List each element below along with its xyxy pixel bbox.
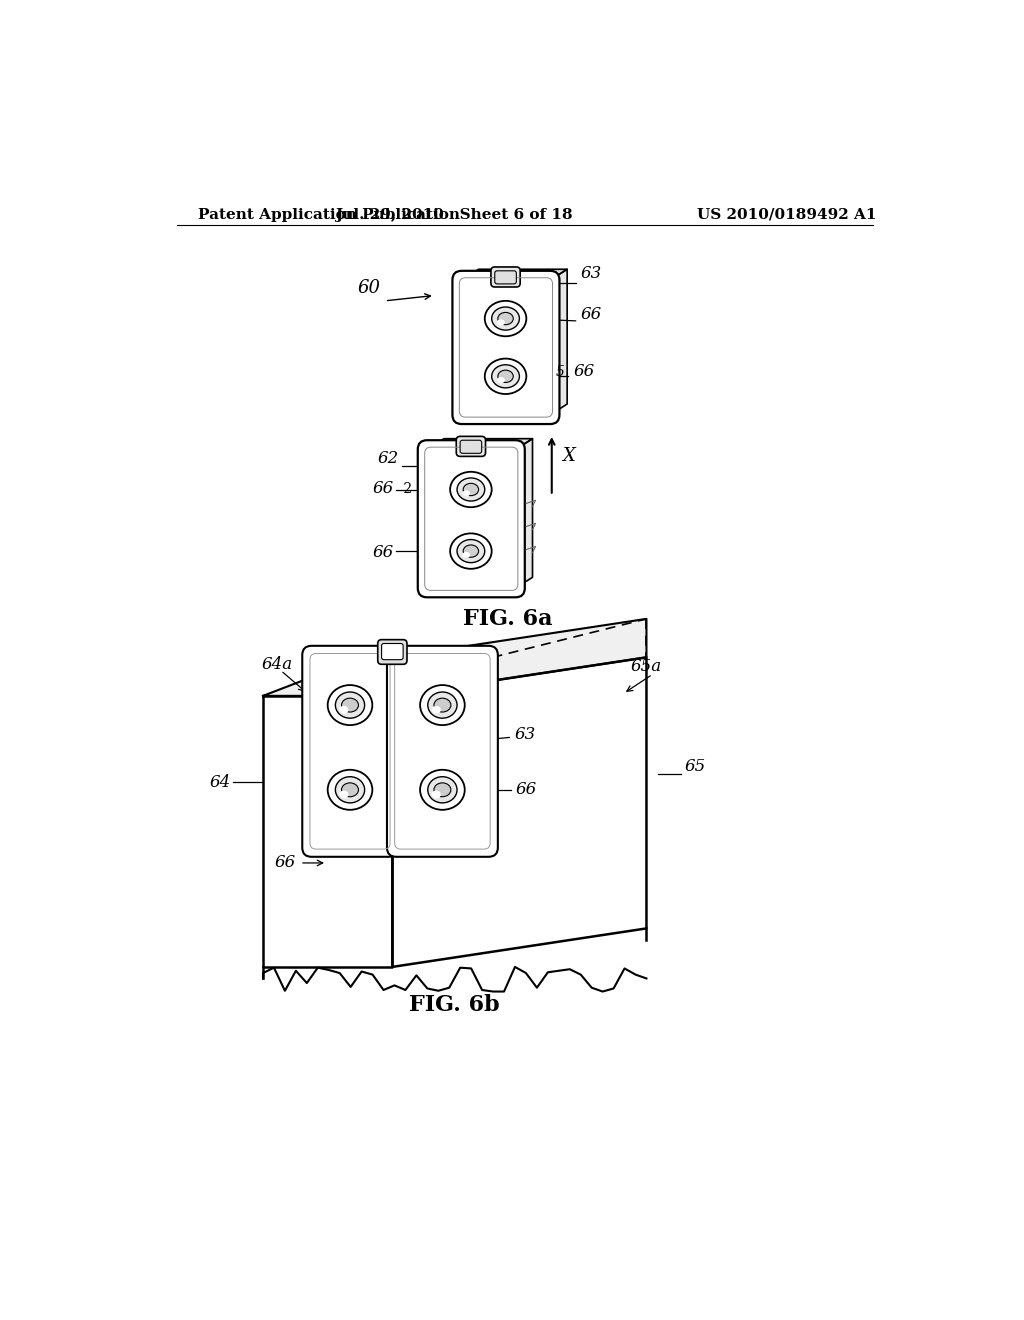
Ellipse shape [328,770,373,810]
Text: 64: 64 [210,774,230,791]
Text: 5: 5 [555,366,564,379]
FancyBboxPatch shape [378,640,407,664]
Text: 63: 63 [581,265,602,281]
FancyBboxPatch shape [382,644,403,660]
Text: Patent Application Publication: Patent Application Publication [199,207,461,222]
Text: 66: 66 [581,305,602,322]
Ellipse shape [339,791,348,799]
Ellipse shape [420,685,465,725]
Text: FIG. 6a: FIG. 6a [463,609,553,630]
Text: US 2010/0189492 A1: US 2010/0189492 A1 [696,207,876,222]
Text: 65: 65 [685,758,707,775]
FancyBboxPatch shape [453,271,559,424]
FancyBboxPatch shape [387,645,498,857]
Text: 65a: 65a [631,659,662,675]
Ellipse shape [463,552,470,558]
Ellipse shape [432,706,441,714]
Text: 60: 60 [303,735,325,752]
Ellipse shape [428,776,457,803]
Ellipse shape [463,490,470,496]
Ellipse shape [451,533,492,569]
Ellipse shape [498,370,513,383]
Text: FIG. 6b: FIG. 6b [409,994,500,1016]
Text: 2: 2 [398,482,412,496]
Ellipse shape [484,301,526,337]
Ellipse shape [457,540,484,562]
Ellipse shape [484,359,526,395]
Ellipse shape [492,308,519,330]
Ellipse shape [432,791,441,799]
Ellipse shape [339,706,348,714]
Ellipse shape [463,483,478,495]
Text: 66: 66 [274,854,296,871]
Ellipse shape [420,770,465,810]
Ellipse shape [497,378,505,383]
Ellipse shape [451,471,492,507]
FancyBboxPatch shape [460,441,481,453]
Polygon shape [392,619,646,696]
FancyBboxPatch shape [302,645,397,857]
Text: 60: 60 [357,279,381,297]
Text: 63: 63 [514,726,536,743]
FancyBboxPatch shape [418,441,524,598]
Polygon shape [263,657,493,696]
Text: Jul. 29, 2010   Sheet 6 of 18: Jul. 29, 2010 Sheet 6 of 18 [335,207,572,222]
Ellipse shape [498,313,513,325]
Ellipse shape [492,364,519,388]
Ellipse shape [457,478,484,502]
Ellipse shape [342,698,358,711]
Polygon shape [462,269,567,280]
Polygon shape [392,657,646,966]
Text: 66: 66 [573,363,595,380]
Polygon shape [263,696,392,966]
Text: X: X [562,446,575,465]
Text: 62: 62 [300,781,322,799]
Ellipse shape [434,698,451,711]
Ellipse shape [336,692,365,718]
Ellipse shape [434,783,451,797]
Ellipse shape [328,685,373,725]
Ellipse shape [463,545,478,557]
Ellipse shape [428,692,457,718]
FancyBboxPatch shape [490,267,520,286]
Polygon shape [427,438,532,449]
Ellipse shape [336,776,365,803]
FancyBboxPatch shape [495,271,516,284]
Polygon shape [515,438,532,589]
Text: 66: 66 [515,781,537,799]
Text: 64a: 64a [261,656,293,673]
Polygon shape [550,269,567,414]
Ellipse shape [342,783,358,797]
Text: 66: 66 [373,544,394,561]
Ellipse shape [497,319,505,326]
Text: 66: 66 [373,480,394,498]
FancyBboxPatch shape [457,437,485,457]
Text: 62: 62 [377,450,398,466]
